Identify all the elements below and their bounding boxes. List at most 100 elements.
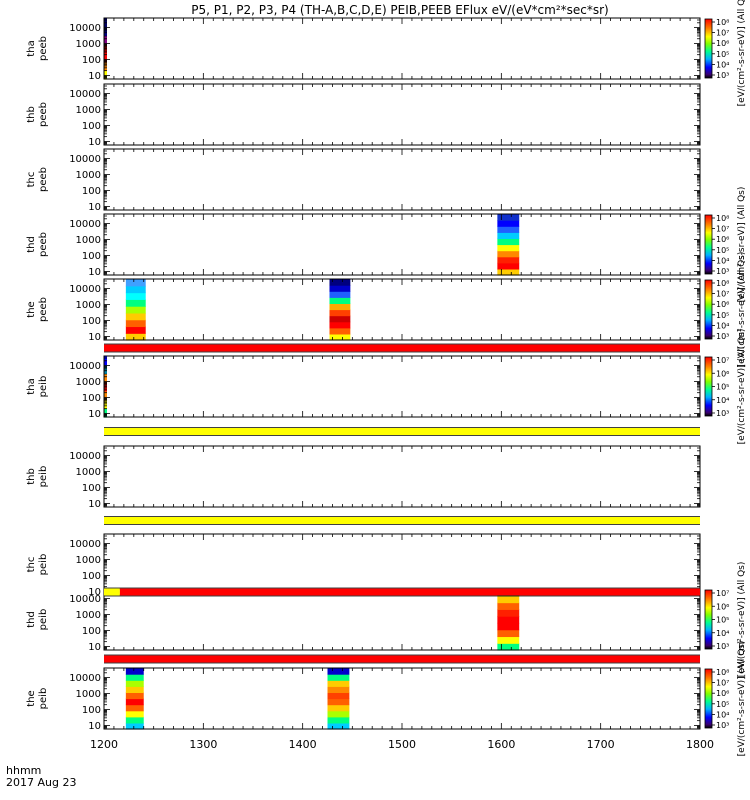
spectrogram-cell: [125, 710, 144, 718]
colorbar-tick-label: 10³: [716, 721, 729, 730]
panel-label: thapeib: [26, 376, 49, 398]
colorbar-tick-label: 10³: [716, 409, 729, 418]
colorbar-tick-label: 10⁵: [716, 616, 729, 625]
panel-label: thcpeeb: [26, 167, 49, 192]
y-tick-label: 1000: [76, 170, 101, 181]
spectrogram-cell: [497, 238, 520, 246]
y-tick-label: 10: [88, 267, 101, 278]
colorbar-tick-label: 10⁴: [716, 60, 729, 69]
time-axis: 1200 1300 1400 1500 1600 1700 1800: [90, 738, 714, 751]
y-tick-label: 10000: [69, 219, 101, 230]
panel-frame: [103, 83, 701, 146]
panel-frame: [103, 355, 701, 418]
y-tick-label: 1000: [76, 467, 101, 478]
y-tick-label: 100: [82, 251, 101, 262]
colorbar-label: [eV/(cm²-s-sr-eV)] (All Qs): [737, 562, 747, 678]
colorbar-tick-label: 10⁶: [716, 602, 729, 611]
spectrogram-cell: [497, 643, 520, 651]
x-tick-label: 1700: [587, 738, 615, 751]
spectrogram-cell: [125, 680, 144, 687]
spectrogram-cell: [125, 704, 144, 712]
y-tick-label: 10: [88, 409, 101, 420]
spectrogram-cell: [125, 326, 146, 334]
y-tick-label: 10000: [69, 451, 101, 462]
spectrogram-cell: [104, 44, 107, 54]
colorbar-tick-label: 10⁷: [716, 356, 729, 365]
spectrogram-cell: [327, 722, 350, 730]
spectrogram-cell: [329, 327, 351, 335]
y-tick-label: 1000: [76, 689, 101, 700]
colorbar: [704, 18, 713, 79]
panel-frame: [103, 445, 701, 508]
y-tick-label: 100: [82, 626, 101, 637]
spectrogram-cell: [329, 309, 351, 317]
spectrogram-cell: [497, 250, 520, 258]
spectrogram-cell: [329, 315, 351, 323]
panel-label: thepeeb: [26, 297, 49, 322]
y-tick-label: 10: [88, 71, 101, 82]
y-tick-label: 10: [88, 642, 101, 653]
colorbar-tick-label: 10³: [716, 642, 729, 651]
colorbar-tick-label: 10⁶: [716, 300, 729, 309]
colorbar-tick-label: 10⁶: [716, 39, 729, 48]
colorbar: [704, 356, 713, 417]
y-tick-label: 100: [82, 316, 101, 327]
spectrogram-cell: [125, 292, 146, 300]
spectrogram-cell: [104, 382, 107, 392]
panel-thb-peib: 10 100 1000 10000 thbpeib: [26, 445, 701, 510]
x-tick-label: 1600: [487, 738, 515, 751]
colorbar-tick-label: 10⁸: [716, 18, 729, 27]
y-tick-label: 10000: [69, 23, 101, 34]
spectrogram-cell: [497, 226, 520, 233]
panel-label: thepeib: [26, 688, 49, 710]
spectrogram-cell: [329, 297, 351, 304]
spectrogram-cell: [125, 319, 146, 328]
y-tick-label: 100: [82, 186, 101, 197]
spectrogram-cell: [497, 616, 520, 624]
panel-label: thbpeeb: [26, 102, 49, 127]
colorbar: [704, 214, 713, 275]
colorbar-tick-label: 10⁶: [716, 235, 729, 244]
panel-tha-peib: 10 100 1000 10000 thapeib 10³ 10⁴ 10⁵ 10⁶ 10⁷ [eV/…: [26, 329, 747, 445]
spectrogram-cell: [125, 312, 146, 321]
spectrogram-cell: [327, 680, 350, 687]
colorbar-tick-label: 10⁴: [716, 256, 729, 265]
y-tick-label: 10000: [69, 673, 101, 684]
y-tick-label: 10: [88, 332, 101, 343]
colorbar-tick-label: 10⁷: [716, 29, 729, 38]
spectrogram-cell: [125, 698, 144, 706]
spectrogram-cell: [327, 668, 350, 675]
spectrogram-cell: [125, 716, 144, 724]
panel-frame: [103, 148, 701, 211]
colorbar-tick-label: 10⁶: [716, 369, 729, 378]
x-tick-label: 1800: [686, 738, 714, 751]
colorbar-label: [eV/(cm²-s-sr-eV)] (All Qs): [737, 0, 747, 106]
flag-strip-segment: [104, 655, 700, 663]
panel-label: thdpeeb: [26, 232, 49, 257]
colorbar: [704, 668, 713, 729]
spectrogram-cell: [329, 285, 351, 292]
spectrogram-cell: [125, 299, 146, 307]
colorbar: [704, 279, 713, 340]
y-tick-label: 1000: [76, 105, 101, 116]
flag-strip-segment: [104, 344, 700, 352]
spectrogram-cell: [329, 303, 351, 311]
chart-title: P5, P1, P2, P3, P4 (TH-A,B,C,D,E) PEIB,P…: [191, 3, 608, 17]
flag-strip-segment: [104, 428, 700, 435]
y-tick-label: 100: [82, 705, 101, 716]
spectrogram-cell: [125, 722, 144, 730]
flag-strips: [104, 343, 701, 664]
y-tick-label: 10000: [69, 594, 101, 605]
colorbar-tick-label: 10⁶: [716, 689, 729, 698]
panel-label: thapeeb: [26, 36, 49, 61]
spectrogram-cell: [497, 232, 520, 239]
colorbar-label: [eV/(cm²-s-sr-eV)] (All Qs): [737, 252, 747, 368]
x-tick-label: 1300: [189, 738, 217, 751]
colorbar-tick-label: 10⁸: [716, 668, 729, 677]
colorbar-tick-label: 10⁵: [716, 383, 729, 392]
spectrogram-cell: [497, 244, 520, 252]
y-tick-label: 10: [88, 137, 101, 148]
